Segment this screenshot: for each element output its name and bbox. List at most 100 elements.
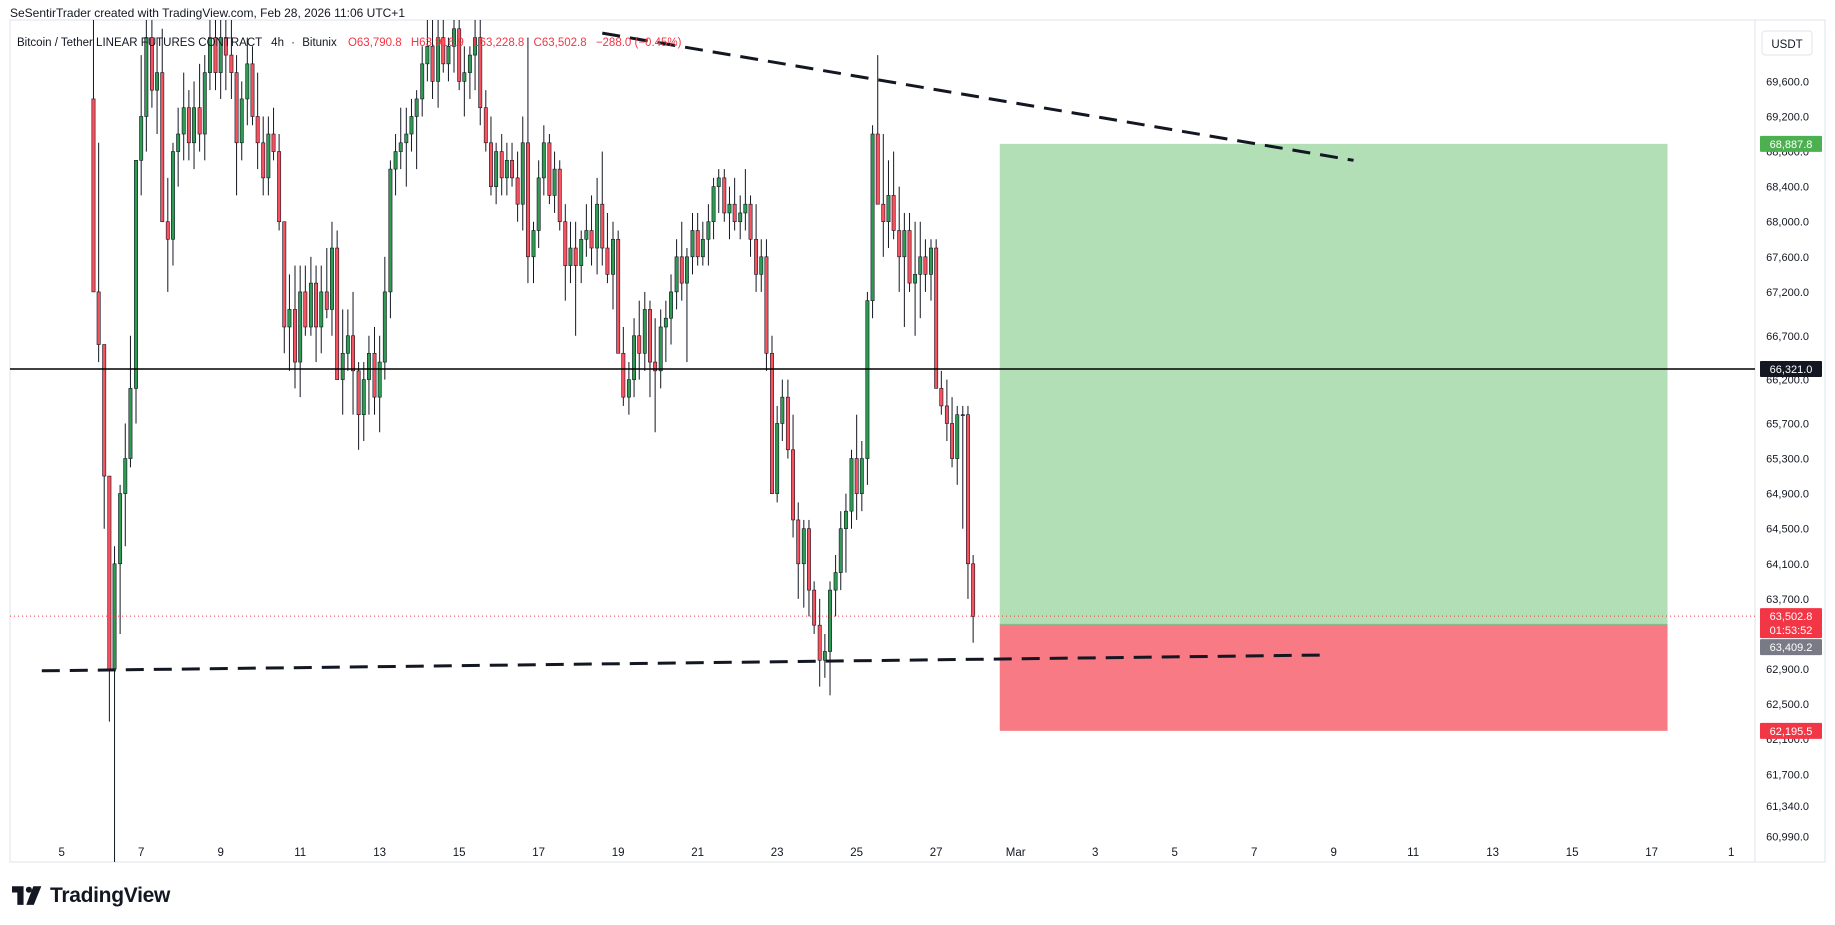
candle xyxy=(934,239,939,389)
candle-body xyxy=(706,221,711,240)
candle xyxy=(160,28,165,223)
candle xyxy=(510,142,514,187)
candle xyxy=(255,72,260,170)
candle xyxy=(939,370,944,415)
time-axis[interactable]: 5 7 9 11 13 15 17 19 21 23 25 27 Mar 3 5 7 9 11 13 15 17 1 xyxy=(58,847,1734,859)
candle-body xyxy=(430,46,435,82)
candle-body xyxy=(695,230,700,258)
candle xyxy=(711,177,716,240)
candle-body xyxy=(91,98,96,293)
last-price-label-bg xyxy=(1760,608,1822,625)
candle-body xyxy=(234,72,239,144)
candle-body xyxy=(854,458,859,494)
candle xyxy=(838,511,843,591)
horizontal-level-label-bg xyxy=(1760,360,1822,377)
candle xyxy=(955,405,960,485)
candle-body xyxy=(886,195,891,223)
stop-price-label: 62,195.5 xyxy=(1760,722,1822,739)
candle xyxy=(430,20,435,99)
price-tick-label: 61,340.0 xyxy=(1766,801,1809,813)
candle-body xyxy=(764,256,769,354)
candle xyxy=(642,291,647,371)
candle xyxy=(663,300,668,363)
candle-body xyxy=(324,291,329,310)
currency-button[interactable]: USDT xyxy=(1761,30,1813,56)
candle-body xyxy=(192,107,196,144)
candle xyxy=(372,326,377,415)
candle-body xyxy=(388,168,393,293)
candle-body xyxy=(791,449,796,521)
candle-body xyxy=(754,238,759,275)
price-tick-label: 63,700.0 xyxy=(1766,594,1809,606)
candle xyxy=(356,362,361,450)
candle xyxy=(960,405,965,529)
candle-body xyxy=(902,230,907,258)
candle-body xyxy=(123,458,128,494)
legend-separator: · xyxy=(291,37,295,49)
candle-body xyxy=(345,335,350,354)
candle xyxy=(579,230,584,284)
candle xyxy=(785,379,790,459)
candle-body xyxy=(738,212,743,223)
candle-body xyxy=(775,423,780,494)
candle xyxy=(409,98,414,152)
candles-group xyxy=(91,20,976,862)
candle xyxy=(700,221,705,266)
candle xyxy=(261,116,266,196)
legend-exchange: Bitunix xyxy=(302,37,337,49)
price-tick-label: 68,400.0 xyxy=(1766,182,1809,194)
candle-body xyxy=(833,572,838,591)
tradingview-brand[interactable]: TradingView xyxy=(12,884,170,908)
candle xyxy=(414,90,419,170)
candle-body xyxy=(552,168,557,196)
entry-price-label-bg xyxy=(1760,639,1822,656)
candle xyxy=(859,441,864,512)
candle-body xyxy=(807,528,811,591)
time-tick-label: 27 xyxy=(930,847,943,859)
candle-body xyxy=(473,37,478,56)
candle xyxy=(600,151,605,266)
candle xyxy=(478,20,483,126)
candle xyxy=(907,212,912,292)
candle-body xyxy=(536,177,541,231)
candle xyxy=(176,107,181,187)
candle-body xyxy=(600,203,605,249)
target-price-label: 68,887.8 xyxy=(1760,135,1822,152)
candle-body xyxy=(213,37,218,73)
candle xyxy=(319,265,324,354)
candle-body xyxy=(966,414,970,565)
candle xyxy=(144,20,149,152)
candle-body xyxy=(950,423,955,459)
candle xyxy=(727,186,732,240)
candle xyxy=(462,46,467,117)
lines-group[interactable] xyxy=(10,31,1755,673)
candle xyxy=(764,239,769,371)
candle xyxy=(314,265,319,363)
currency-button-label[interactable]: USDT xyxy=(1771,39,1802,51)
candle-body xyxy=(621,352,626,398)
candle xyxy=(229,20,234,99)
candle-body xyxy=(563,221,568,266)
price-tick-label: 67,200.0 xyxy=(1766,287,1809,299)
price-tick-label: 65,700.0 xyxy=(1766,418,1809,430)
candle-body xyxy=(202,72,207,135)
candle-body xyxy=(944,405,949,424)
candle xyxy=(552,151,557,213)
time-tick-label: 5 xyxy=(58,847,64,859)
candle-body xyxy=(160,72,165,223)
candle xyxy=(865,291,870,485)
candle xyxy=(966,405,970,599)
candle xyxy=(944,379,949,441)
target-zone xyxy=(999,143,1668,625)
candle xyxy=(441,20,446,73)
candle-body xyxy=(489,142,493,187)
price-tick-label: 64,100.0 xyxy=(1766,559,1809,571)
candle xyxy=(473,20,478,91)
candle xyxy=(271,107,276,161)
candle-body xyxy=(568,247,573,266)
price-tick-label: 66,200.0 xyxy=(1766,375,1809,387)
candle xyxy=(674,239,679,310)
long-position-zones[interactable] xyxy=(999,143,1668,731)
candle-body xyxy=(330,247,334,310)
